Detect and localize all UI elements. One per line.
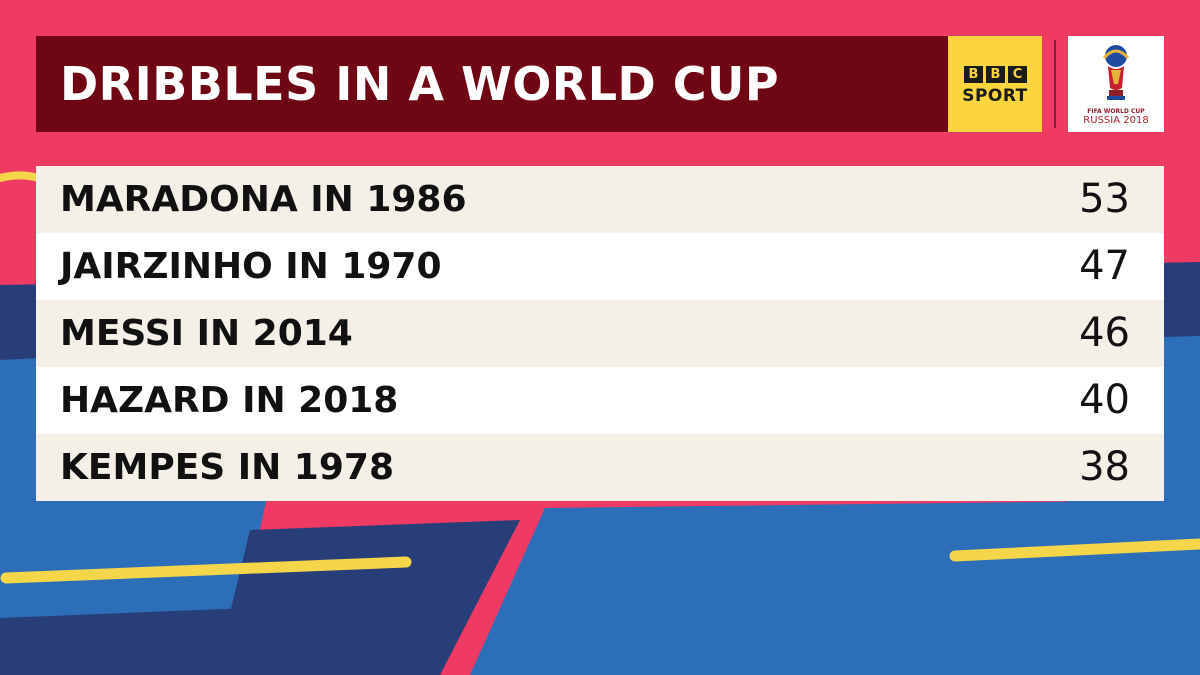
table-row: MARADONA IN 1986 53 bbox=[36, 166, 1164, 233]
bbc-letter: C bbox=[1008, 66, 1027, 83]
dribble-count: 38 bbox=[1079, 444, 1130, 490]
dribble-count: 47 bbox=[1079, 243, 1130, 289]
table-row: MESSI IN 2014 46 bbox=[36, 300, 1164, 367]
table-row: KEMPES IN 1978 38 bbox=[36, 434, 1164, 501]
player-label: MARADONA IN 1986 bbox=[60, 179, 467, 220]
chart-title: DRIBBLES IN A WORLD CUP bbox=[60, 57, 780, 111]
bbc-sport-logo: B B C SPORT bbox=[948, 36, 1042, 132]
world-cup-trophy-icon bbox=[1102, 45, 1130, 100]
title-banner: DRIBBLES IN A WORLD CUP bbox=[36, 36, 948, 132]
table-row: JAIRZINHO IN 1970 47 bbox=[36, 233, 1164, 300]
dribble-count: 53 bbox=[1079, 176, 1130, 222]
player-label: KEMPES IN 1978 bbox=[60, 447, 395, 488]
table-row: HAZARD IN 2018 40 bbox=[36, 367, 1164, 434]
dribbles-table: MARADONA IN 1986 53 JAIRZINHO IN 1970 47… bbox=[36, 166, 1164, 501]
player-label: MESSI IN 2014 bbox=[60, 313, 353, 354]
player-label: JAIRZINHO IN 1970 bbox=[60, 246, 442, 287]
dribble-count: 40 bbox=[1079, 377, 1130, 423]
bbc-letter-blocks: B B C bbox=[964, 66, 1027, 83]
bbc-sport-text: SPORT bbox=[962, 86, 1028, 106]
logo-divider bbox=[1054, 40, 1056, 128]
bbc-letter: B bbox=[986, 66, 1005, 83]
bbc-letter: B bbox=[964, 66, 983, 83]
fifa-logo-subtext: RUSSIA 2018 bbox=[1083, 115, 1149, 126]
fifa-world-cup-logo: FIFA WORLD CUP RUSSIA 2018 bbox=[1068, 36, 1164, 132]
player-label: HAZARD IN 2018 bbox=[60, 380, 399, 421]
fifa-logo-text: FIFA WORLD CUP bbox=[1087, 108, 1145, 115]
dribble-count: 46 bbox=[1079, 310, 1130, 356]
